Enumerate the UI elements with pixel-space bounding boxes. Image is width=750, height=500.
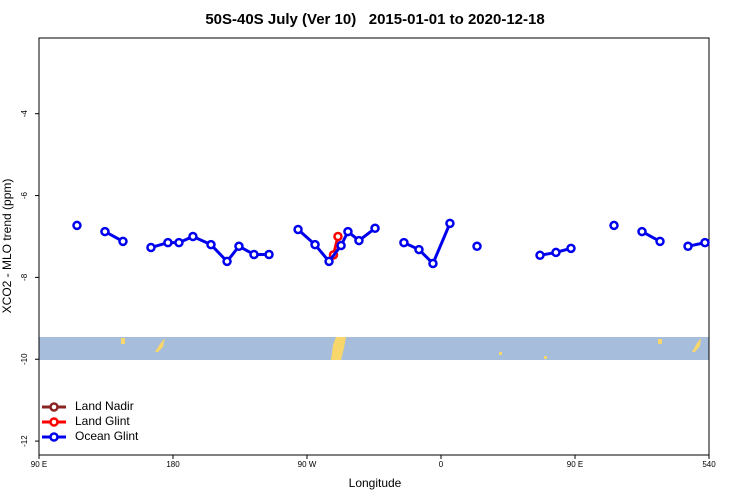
x-tick-label: 180	[166, 460, 180, 469]
point	[174, 237, 184, 248]
point	[310, 239, 320, 250]
point	[324, 256, 334, 267]
land	[499, 352, 502, 355]
ocean-band	[39, 337, 709, 360]
x-tick-label: 540	[702, 460, 716, 469]
legend-label: Ocean Glint	[75, 429, 139, 443]
land	[155, 338, 165, 352]
point	[399, 237, 409, 248]
land	[544, 356, 547, 359]
point	[234, 241, 244, 252]
x-tick-label: 90 E	[31, 460, 47, 469]
point	[551, 247, 561, 258]
legend-marker	[49, 402, 59, 412]
point	[188, 231, 198, 242]
chart-title: 50S-40S July (Ver 10) 2015-01-01 to 2020…	[205, 11, 544, 28]
point	[637, 226, 647, 237]
y-tick-label: -4	[20, 110, 29, 118]
point	[206, 239, 216, 250]
point	[118, 236, 128, 247]
point	[700, 237, 710, 248]
point	[72, 220, 82, 231]
point	[472, 241, 482, 252]
point	[445, 218, 455, 229]
y-tick-label: -10	[20, 353, 29, 365]
point	[249, 249, 259, 260]
x-axis-label: Longitude	[349, 476, 402, 490]
point	[535, 250, 545, 261]
point	[264, 249, 274, 260]
point	[146, 242, 156, 253]
land	[692, 338, 701, 352]
point	[683, 241, 693, 252]
x-tick-label: 0	[439, 460, 444, 469]
land	[658, 339, 662, 344]
y-tick-label: -8	[20, 273, 29, 281]
land	[121, 338, 125, 344]
point	[428, 258, 438, 269]
point	[414, 244, 424, 255]
point	[609, 220, 619, 231]
point	[354, 235, 364, 246]
y-tick-label: -12	[20, 435, 29, 447]
point	[655, 236, 665, 247]
point	[343, 226, 353, 237]
plot-frame	[38, 37, 710, 456]
y-tick-label: -6	[20, 191, 29, 199]
point	[222, 256, 232, 267]
point	[370, 223, 380, 234]
legend-label: Land Glint	[75, 414, 130, 428]
legend-marker	[49, 417, 59, 427]
point	[100, 226, 110, 237]
point	[336, 240, 346, 251]
x-tick-label: 90 W	[298, 460, 317, 469]
x-tick-label: 90 E	[567, 460, 583, 469]
land	[331, 337, 346, 360]
legend-marker	[49, 432, 59, 442]
point	[163, 237, 173, 248]
point	[566, 243, 576, 254]
point	[333, 231, 343, 242]
point	[293, 224, 303, 235]
y-axis-label: XCO2 - MLO trend (ppm)	[0, 179, 14, 314]
land-map	[39, 337, 709, 360]
legend-label: Land Nadir	[75, 399, 134, 413]
